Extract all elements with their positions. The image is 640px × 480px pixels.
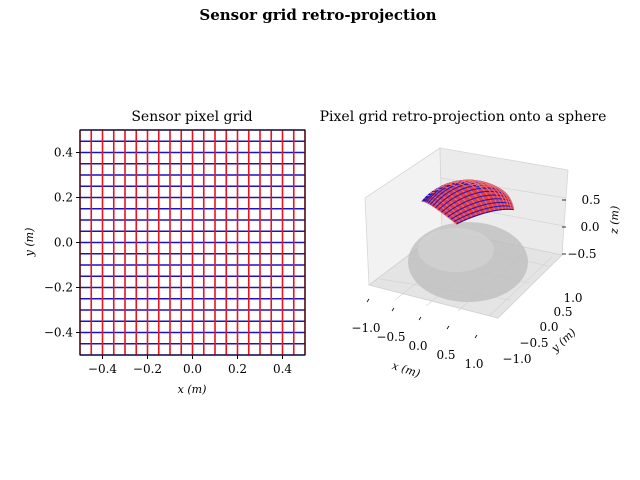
- sensor-grid-yticks: −0.4 −0.2 0.0 0.2 0.4: [44, 146, 80, 340]
- sensor-grid-ylabel: y (m): [23, 228, 36, 258]
- dome-vline: [433, 189, 473, 218]
- sensor-grid-panel: Sensor pixel grid −0.4 −0.2 0.0 0.2 0.4 −0.4…: [23, 109, 306, 396]
- sensor-grid-lines: [79, 129, 306, 356]
- dome-vline: [449, 180, 492, 212]
- x3-tick-label: −0.5: [376, 330, 405, 344]
- sphere-highlight: [418, 228, 494, 272]
- sphere-projection-title: Pixel grid retro-projection onto a spher…: [320, 109, 607, 125]
- z3-tick-label: −0.5: [567, 247, 596, 261]
- x3-tick-label: −1.0: [351, 321, 380, 335]
- sphere-yticks: −1.0 −0.5 0.00.51.0: [502, 291, 582, 366]
- sphere-xticks: −1.0−0.50.0 0.5 1.0: [351, 298, 484, 371]
- dome-hline: [444, 194, 510, 215]
- sphere-zticks: −0.5 0.0 0.5: [562, 193, 601, 261]
- sensor-grid-xticks: −0.4 −0.2 0.0 0.2 0.4: [88, 355, 292, 376]
- x3-tick-label: 1.0: [464, 357, 483, 371]
- y3-tick-label: 0.5: [553, 305, 572, 319]
- sensor-grid-title: Sensor pixel grid: [131, 109, 252, 125]
- y3-tick-label: −1.0: [502, 352, 531, 366]
- ytick-label: −0.4: [44, 326, 74, 340]
- dome-vline: [429, 191, 469, 220]
- dome-vline: [440, 183, 482, 215]
- xtick-label: −0.4: [88, 362, 118, 376]
- sensor-grid-xlabel: x (m): [178, 383, 207, 396]
- xtick-label: 0.4: [273, 362, 292, 376]
- x3-tick-mark: [391, 307, 395, 312]
- dome-vline: [458, 179, 500, 211]
- dome-vline: [479, 185, 515, 210]
- dome-hline: [453, 205, 514, 223]
- dome-hline: [456, 208, 514, 225]
- projected-grid-dome: [421, 179, 515, 225]
- y3-tick-label: 1.0: [563, 291, 582, 305]
- x3-tick-mark: [474, 334, 478, 339]
- ytick-label: −0.2: [44, 281, 73, 295]
- dome-hline: [450, 201, 513, 220]
- x3-tick-label: 0.0: [408, 339, 427, 353]
- x3-tick-label: 0.5: [436, 348, 455, 362]
- xtick-label: −0.2: [133, 362, 162, 376]
- y3-tick-label: 0.0: [539, 320, 558, 334]
- dome-vline: [445, 181, 487, 213]
- figure-suptitle: Sensor grid retro-projection: [199, 6, 436, 24]
- sphere-zlabel: z (m): [607, 206, 621, 236]
- dome-vline: [426, 194, 465, 221]
- sphere-xlabel: x (m): [390, 359, 421, 380]
- ytick-label: 0.2: [54, 191, 73, 205]
- xtick-label: 0.0: [183, 362, 202, 376]
- x3-tick-mark: [366, 298, 370, 303]
- dome-hline: [441, 190, 508, 213]
- sphere-projection-panel: Pixel grid retro-projection onto a spher…: [320, 109, 622, 380]
- ytick-label: 0.4: [54, 146, 73, 160]
- dome-hline: [438, 187, 506, 211]
- dome-vline: [436, 186, 478, 216]
- dome-hline: [447, 198, 512, 218]
- ytick-label: 0.0: [54, 236, 73, 250]
- xtick-label: 0.2: [228, 362, 247, 376]
- x3-tick-mark: [446, 325, 450, 330]
- z3-tick-label: 0.0: [580, 220, 599, 234]
- y3-tick-label: −0.5: [519, 336, 548, 350]
- x3-tick-mark: [418, 316, 422, 321]
- z3-tick-label: 0.5: [581, 193, 600, 207]
